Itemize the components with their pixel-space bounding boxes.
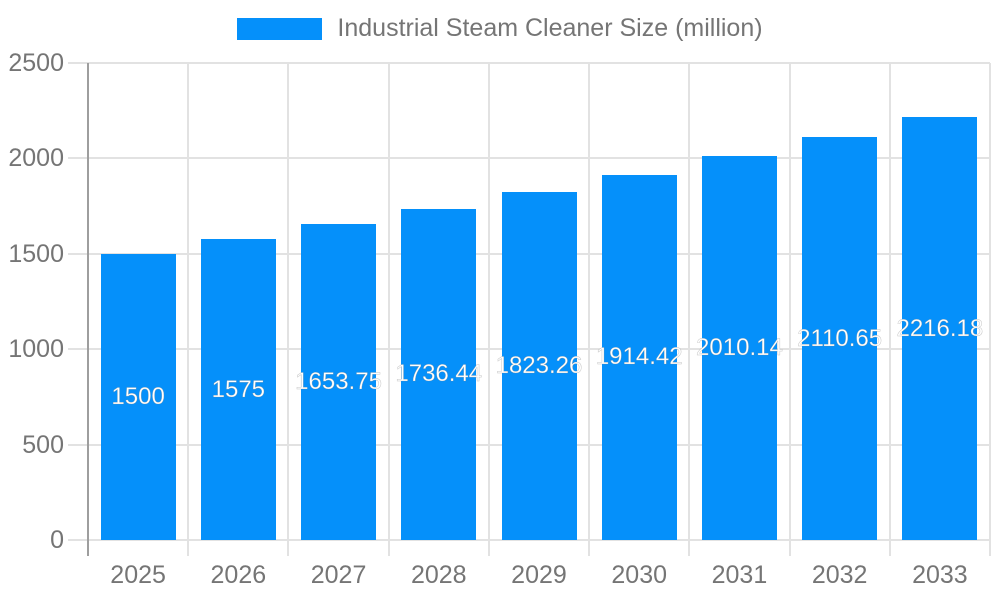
y-tick-mark [68, 62, 88, 64]
y-axis-line [87, 63, 89, 556]
bar-2032[interactable] [802, 137, 878, 540]
x-tick-label: 2030 [611, 561, 668, 589]
x-gridline [487, 63, 490, 556]
bar-2028[interactable] [401, 208, 477, 540]
y-tick-mark [68, 539, 88, 541]
bar-2025[interactable] [100, 253, 176, 540]
bar-value-label: 1653.75 [295, 368, 382, 396]
x-tick-label: 2033 [912, 561, 968, 589]
bar-value-label: 1575 [211, 375, 266, 403]
x-gridline [187, 63, 190, 556]
x-gridline [989, 63, 991, 556]
x-tick-label: 2025 [110, 561, 166, 589]
x-tick-label: 2027 [310, 561, 367, 589]
y-tick-label: 2500 [8, 49, 64, 77]
y-gridline [88, 62, 990, 64]
x-tick-label: 2031 [711, 561, 768, 589]
y-tick-label: 1500 [8, 239, 64, 268]
x-gridline [788, 63, 791, 556]
x-gridline [287, 63, 290, 556]
legend-label[interactable]: Industrial Steam Cleaner Size (million) [337, 14, 763, 42]
y-tick-mark [68, 443, 88, 446]
bar-value-label: 2110.65 [797, 324, 883, 352]
x-gridline [387, 63, 390, 556]
bar-value-label: 2216.18 [896, 314, 984, 342]
legend-swatch[interactable] [237, 17, 323, 40]
x-tick-label: 2028 [410, 561, 467, 589]
bar-2029[interactable] [501, 192, 577, 540]
y-gridline [88, 539, 990, 541]
y-tick-mark [68, 252, 88, 255]
x-tick-label: 2032 [811, 561, 868, 589]
bar-2026[interactable] [200, 239, 276, 540]
legend: Industrial Steam Cleaner Size (million) [0, 14, 1000, 43]
bar-value-label: 1823.26 [495, 352, 583, 380]
bar-value-label: 1736.44 [395, 360, 483, 388]
x-gridline [688, 63, 691, 556]
y-tick-label: 1000 [8, 335, 64, 364]
x-tick-label: 2029 [511, 561, 567, 589]
bar-2033[interactable] [902, 117, 978, 540]
x-gridline [888, 63, 891, 556]
x-gridline [588, 63, 591, 556]
y-gridline [88, 157, 990, 160]
y-tick-label: 2000 [8, 144, 64, 173]
bar-2030[interactable] [601, 174, 677, 540]
y-tick-label: 0 [50, 526, 64, 554]
x-tick-label: 2026 [210, 561, 267, 589]
y-tick-label: 500 [22, 430, 64, 459]
bar-2031[interactable] [701, 156, 777, 540]
y-tick-mark [68, 157, 88, 160]
bar-value-label: 1914.42 [595, 343, 683, 371]
y-tick-mark [68, 348, 88, 351]
bar-2027[interactable] [301, 224, 377, 540]
bar-value-label: 2010.14 [696, 334, 783, 362]
bar-value-label: 1500 [111, 382, 165, 411]
